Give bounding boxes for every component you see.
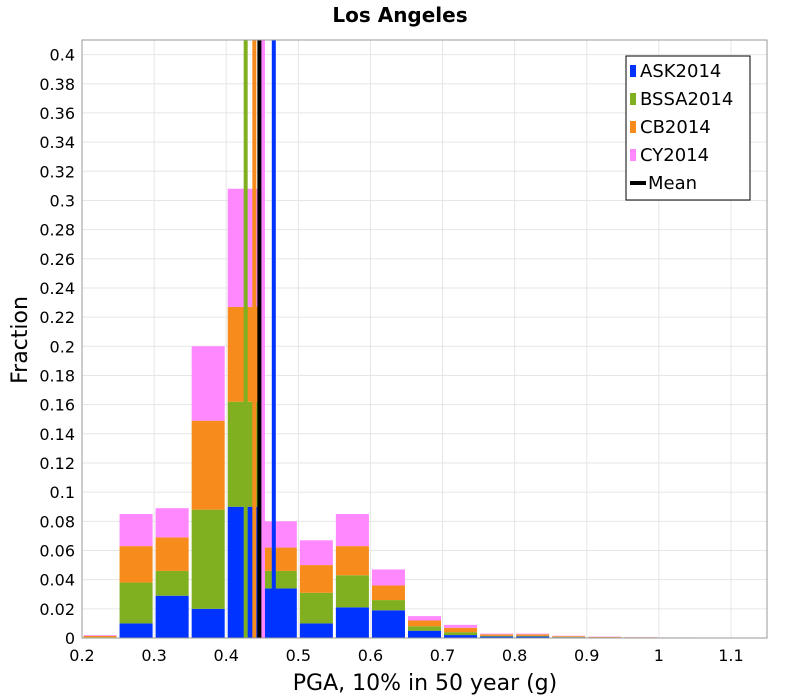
y-tick-label: 0.28 bbox=[39, 221, 75, 240]
bar-segment-cy2014 bbox=[83, 635, 117, 636]
x-tick-label: 1.1 bbox=[718, 646, 743, 665]
x-tick-label: 0.6 bbox=[358, 646, 383, 665]
bar-segment-cb2014 bbox=[263, 547, 297, 571]
legend-box bbox=[625, 55, 751, 201]
bar-segment-cy2014 bbox=[480, 633, 514, 635]
bar-segment-cy2014 bbox=[371, 569, 405, 586]
legend-swatch bbox=[630, 149, 636, 161]
x-tick-label: 0.3 bbox=[141, 646, 166, 665]
y-tick-label: 0.3 bbox=[50, 191, 75, 210]
y-tick-label: 0.1 bbox=[50, 483, 75, 502]
bar-segment-cb2014 bbox=[371, 585, 405, 601]
y-tick-label: 0.32 bbox=[39, 162, 75, 181]
legend-swatch bbox=[630, 65, 636, 77]
bar-segment-cb2014 bbox=[119, 546, 153, 583]
bar-segment-bssa2014 bbox=[263, 570, 297, 589]
bar-segment-cy2014 bbox=[335, 514, 369, 547]
bar-segment-cb2014 bbox=[480, 634, 514, 636]
bar-segment-ask2014 bbox=[299, 623, 333, 638]
bar-segment-cy2014 bbox=[191, 346, 225, 421]
bar-segment-cy2014 bbox=[119, 514, 153, 547]
x-tick-label: 0.7 bbox=[430, 646, 455, 665]
bar-segment-ask2014 bbox=[407, 630, 442, 638]
bar-segment-cb2014 bbox=[552, 636, 586, 637]
bar-segment-cy2014 bbox=[444, 624, 478, 628]
y-tick-label: 0.06 bbox=[39, 541, 75, 560]
y-tick-label: 0.4 bbox=[50, 46, 75, 65]
bar-segment-ask2014 bbox=[155, 595, 189, 638]
bar-segment-cb2014 bbox=[444, 627, 478, 633]
bar-segment-ask2014 bbox=[371, 610, 405, 638]
x-tick-label: 0.5 bbox=[286, 646, 311, 665]
x-tick-label: 1 bbox=[654, 646, 664, 665]
y-tick-label: 0.22 bbox=[39, 308, 75, 327]
bars bbox=[83, 188, 730, 638]
bar-segment-cb2014 bbox=[335, 546, 369, 576]
bar-segment-cb2014 bbox=[83, 635, 117, 638]
bar-segment-cb2014 bbox=[155, 537, 189, 571]
bar-segment-ask2014 bbox=[119, 623, 153, 638]
legend-label: Mean bbox=[648, 173, 697, 194]
y-tick-label: 0.34 bbox=[39, 133, 75, 152]
bar-segment-ask2014 bbox=[480, 636, 514, 638]
y-tick-label: 0 bbox=[65, 629, 75, 648]
legend-label: BSSA2014 bbox=[640, 89, 733, 110]
y-tick-label: 0.12 bbox=[39, 454, 75, 473]
bar-segment-bssa2014 bbox=[335, 575, 369, 608]
bar-segment-cb2014 bbox=[299, 565, 333, 593]
bar-segment-cy2014 bbox=[263, 521, 297, 548]
legend-label: CY2014 bbox=[640, 145, 709, 166]
y-axis-ticks: 0 0.02 0.04 0.06 0.08 0.1 0.12 0.14 0.16 0.18 0.2 0… bbox=[39, 46, 75, 648]
y-tick-label: 0.26 bbox=[39, 250, 75, 269]
bar-segment-cy2014 bbox=[516, 633, 550, 635]
x-tick-label: 0.9 bbox=[574, 646, 599, 665]
y-tick-label: 0.36 bbox=[39, 104, 75, 123]
bar-segment-bssa2014 bbox=[407, 626, 442, 631]
y-tick-label: 0.2 bbox=[50, 337, 75, 356]
mean-lines bbox=[243, 40, 276, 638]
bar-segment-bssa2014 bbox=[371, 600, 405, 611]
bar-segment-cb2014 bbox=[191, 420, 225, 510]
legend: ASK2014 BSSA2014 CB2014 CY2014 Mean bbox=[625, 55, 751, 201]
bar-segment-ask2014 bbox=[263, 588, 297, 638]
bar-segment-cb2014 bbox=[516, 634, 550, 636]
bar-segment-cy2014 bbox=[299, 540, 333, 566]
y-tick-label: 0.18 bbox=[39, 366, 75, 385]
x-axis-label: PGA, 10% in 50 year (g) bbox=[293, 671, 557, 696]
x-tick-label: 0.4 bbox=[213, 646, 238, 665]
x-axis-ticks: 0.2 0.3 0.4 0.5 0.6 0.7 0.8 0.9 1 1.1 bbox=[69, 646, 743, 665]
y-tick-label: 0.24 bbox=[39, 279, 75, 298]
bar-segment-bssa2014 bbox=[480, 635, 514, 637]
bar-segment-bssa2014 bbox=[119, 582, 153, 624]
bar-segment-cy2014 bbox=[407, 616, 442, 621]
bar-segment-cb2014 bbox=[407, 620, 442, 627]
y-axis-label: Fraction bbox=[8, 296, 33, 384]
chart-title: Los Angeles bbox=[332, 3, 467, 27]
legend-swatch bbox=[630, 93, 636, 105]
bar-segment-ask2014 bbox=[444, 635, 478, 638]
bar-segment-bssa2014 bbox=[191, 509, 225, 609]
bar-segment-bssa2014 bbox=[516, 635, 550, 637]
y-tick-label: 0.38 bbox=[39, 75, 75, 94]
y-tick-label: 0.02 bbox=[39, 600, 75, 619]
y-tick-label: 0.04 bbox=[39, 571, 75, 590]
bar-segment-ask2014 bbox=[335, 607, 369, 638]
bar-segment-cy2014 bbox=[155, 508, 189, 538]
plot-frame bbox=[81, 39, 768, 639]
bar-segment-bssa2014 bbox=[155, 570, 189, 596]
legend-swatch bbox=[630, 121, 636, 133]
bar-segment-ask2014 bbox=[516, 636, 550, 638]
x-tick-label: 0.8 bbox=[502, 646, 527, 665]
legend-label: CB2014 bbox=[640, 117, 711, 138]
x-tick-label: 0.2 bbox=[69, 646, 94, 665]
legend-label: ASK2014 bbox=[640, 61, 721, 82]
bar-segment-ask2014 bbox=[191, 608, 225, 638]
bar-segment-bssa2014 bbox=[444, 632, 478, 636]
y-tick-label: 0.08 bbox=[39, 512, 75, 531]
bar-segment-bssa2014 bbox=[299, 592, 333, 624]
y-tick-label: 0.14 bbox=[39, 425, 75, 444]
y-tick-label: 0.16 bbox=[39, 396, 75, 415]
